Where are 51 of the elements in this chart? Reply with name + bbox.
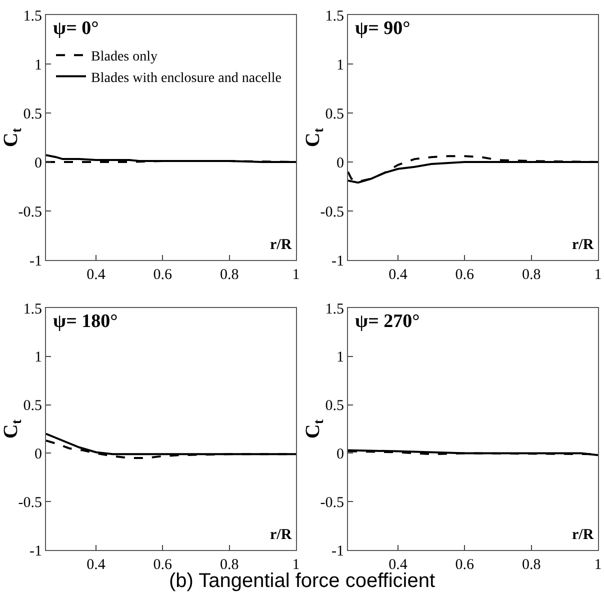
y-tick-label: 0 bbox=[34, 155, 42, 172]
x-axis-title: r/R bbox=[270, 527, 292, 543]
x-tick-label: 0.6 bbox=[153, 557, 173, 573]
y-tick-label: 1.5 bbox=[23, 301, 42, 318]
x-tick-label: 0.4 bbox=[86, 267, 106, 283]
y-tick-label: 1.5 bbox=[325, 301, 344, 318]
y-tick-label: 1.5 bbox=[325, 8, 344, 24]
x-axis-title: r/R bbox=[572, 527, 594, 543]
y-tick-label: 0 bbox=[336, 155, 344, 172]
y-tick-label: 1.5 bbox=[23, 8, 42, 24]
y-tick-label: 1 bbox=[336, 350, 344, 366]
legend-label: Blades with enclosure and nacelle bbox=[91, 70, 282, 86]
x-tick-label: 0.8 bbox=[220, 557, 239, 573]
y-tick-label: 0.5 bbox=[325, 398, 344, 414]
x-tick-label: 0.6 bbox=[153, 267, 173, 283]
x-tick-label: 1 bbox=[292, 267, 300, 283]
x-axis-title: r/R bbox=[572, 237, 594, 253]
x-tick-label: 0.6 bbox=[455, 557, 475, 573]
y-tick-label: 0 bbox=[34, 446, 42, 462]
x-tick-label: 0.8 bbox=[220, 267, 239, 283]
y-tick-label: 1 bbox=[34, 350, 42, 366]
x-tick-label: 0.4 bbox=[388, 557, 408, 573]
y-tick-label: 0.5 bbox=[325, 106, 344, 122]
y-tick-label: -0.5 bbox=[320, 494, 344, 511]
chart-title: ψ= 180° bbox=[53, 311, 118, 332]
x-tick-label: 0.8 bbox=[522, 557, 541, 573]
legend-label: Blades only bbox=[91, 50, 158, 65]
x-tick-label: 0.4 bbox=[86, 557, 106, 573]
y-tick-label: -1 bbox=[332, 543, 344, 560]
y-tick-label: 1 bbox=[336, 57, 344, 74]
y-tick-label: 0.5 bbox=[23, 398, 42, 414]
x-tick-label: 1 bbox=[594, 267, 602, 283]
y-tick-label: 1 bbox=[34, 57, 42, 74]
x-axis-title: r/R bbox=[270, 237, 292, 253]
x-tick-label: 1 bbox=[594, 557, 602, 573]
chart-title: ψ= 0° bbox=[53, 18, 99, 39]
y-tick-label: -0.5 bbox=[18, 494, 42, 511]
x-tick-label: 0.6 bbox=[455, 267, 475, 283]
y-tick-label: -1 bbox=[30, 253, 42, 270]
x-tick-label: 1 bbox=[292, 557, 300, 573]
y-tick-label: -1 bbox=[30, 543, 42, 560]
y-tick-label: 0.5 bbox=[23, 106, 42, 122]
y-tick-label: -0.5 bbox=[320, 204, 344, 220]
chart-title: ψ= 90° bbox=[355, 18, 410, 39]
x-tick-label: 0.8 bbox=[522, 267, 541, 283]
y-tick-label: 0 bbox=[336, 446, 344, 462]
chart-title: ψ= 270° bbox=[355, 311, 420, 332]
text: (b) Tangential force coefficient bbox=[168, 570, 436, 592]
x-tick-label: 0.4 bbox=[388, 267, 408, 283]
y-tick-label: -0.5 bbox=[18, 204, 42, 220]
y-tick-label: -1 bbox=[332, 253, 344, 270]
